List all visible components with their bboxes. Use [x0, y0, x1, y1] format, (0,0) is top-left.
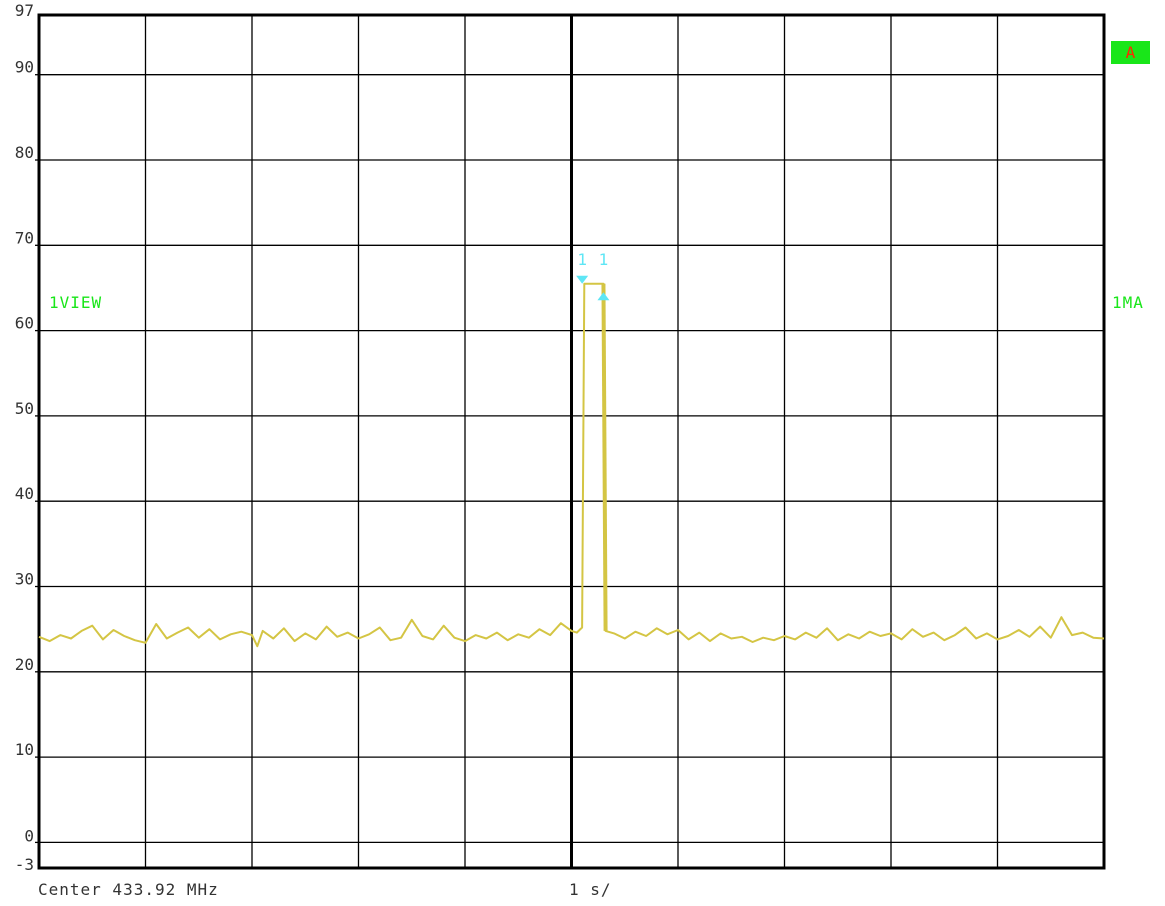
y-tick-label: 80 [15, 143, 34, 162]
view-annotation: 1VIEW [49, 293, 102, 312]
y-tick-label: -3 [15, 855, 34, 874]
y-tick-label: 97 [15, 1, 34, 20]
y-tick-label: 20 [15, 655, 34, 674]
center-frequency-label: Center 433.92 MHz [38, 880, 219, 899]
plot-frame [37, 13, 1106, 870]
y-tick-label: 90 [15, 58, 34, 77]
trace-badge-label: A [1126, 43, 1136, 62]
trace-badge-bg [1111, 41, 1150, 64]
y-tick-label: 10 [15, 740, 34, 759]
trace-badge[interactable]: A [1111, 41, 1150, 64]
trace-layer [38, 282, 1105, 648]
grid [35, 13, 1106, 870]
mode-annotation: 1MA [1112, 293, 1144, 312]
y-axis-ticks: 97 90 80 70 60 50 40 30 20 10 0 -3 [15, 1, 34, 874]
sweep-time-label: 1 s/ [569, 880, 612, 899]
trace-line [38, 282, 1105, 648]
trace-burst-edge [601, 283, 608, 631]
marker-label: 1 [599, 250, 609, 269]
marker-triangle [597, 292, 610, 301]
y-tick-label: 30 [15, 570, 34, 589]
y-tick-label: 0 [24, 826, 34, 845]
y-tick-label: 50 [15, 399, 34, 418]
marker-triangle [576, 275, 589, 284]
y-tick-label: 60 [15, 314, 34, 333]
y-tick-label: 40 [15, 484, 34, 503]
y-tick-label: 70 [15, 228, 34, 247]
marker-label: 1 [577, 250, 587, 269]
